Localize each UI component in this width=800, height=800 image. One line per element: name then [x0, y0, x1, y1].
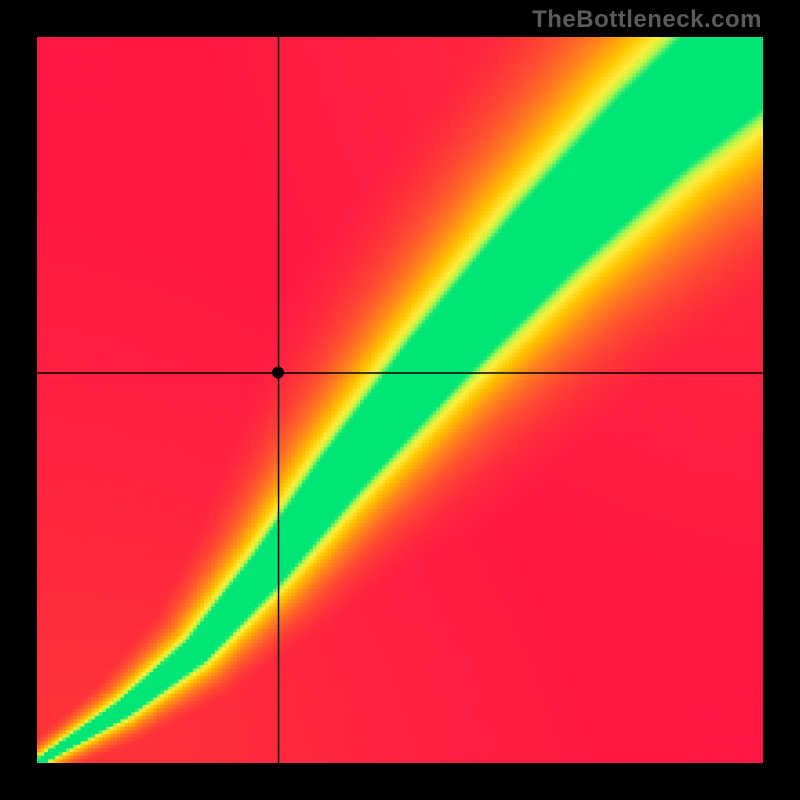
heatmap-canvas	[37, 37, 763, 763]
heatmap-plot-area	[37, 37, 763, 763]
watermark-text: TheBottleneck.com	[532, 6, 762, 34]
bottleneck-chart-root: { "watermark": { "text": "TheBottleneck.…	[0, 0, 800, 800]
